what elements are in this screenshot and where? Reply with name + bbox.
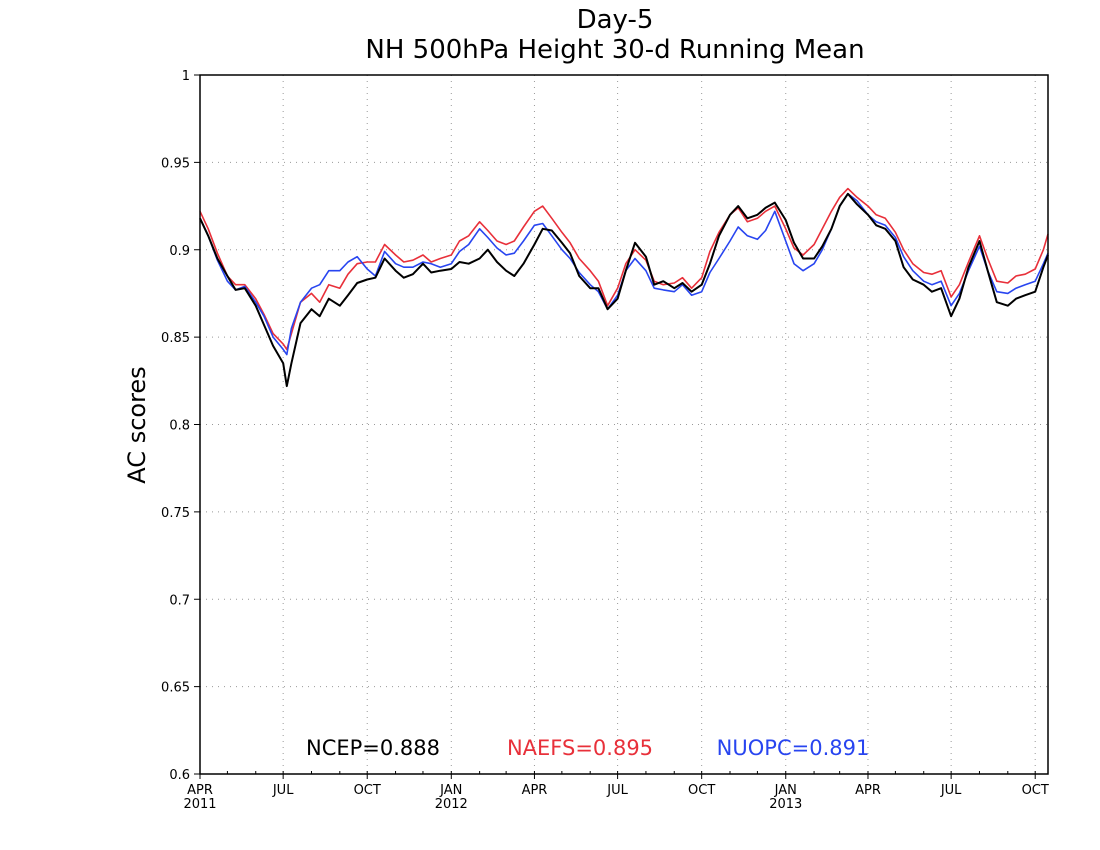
y-tick-label: 0.9	[169, 244, 190, 259]
x-tick-label: OCT	[1022, 783, 1049, 798]
x-tick-label: JUL	[606, 783, 628, 798]
y-tick-label: 0.8	[169, 419, 190, 434]
legend: NCEP=0.888 NAEFS=0.895 NUOPC=0.891	[306, 736, 869, 760]
x-tick-label: APR	[522, 783, 548, 798]
legend-entry-ncep: NCEP=0.888	[306, 736, 440, 760]
x-tick-label: JUL	[272, 783, 294, 798]
x-tick-label: OCT	[354, 783, 381, 798]
y-tick-label: 0.7	[169, 593, 190, 608]
series-lines	[199, 187, 1049, 388]
y-tick-label: 0.65	[161, 681, 190, 696]
y-tick-label: 0.75	[161, 506, 190, 521]
x-tick-year: 2011	[183, 797, 216, 812]
x-tick-year: 2013	[769, 797, 802, 812]
series-line-ncep	[199, 192, 1049, 388]
chart-title: Day-5	[577, 5, 654, 35]
x-tick-year: 2012	[435, 797, 468, 812]
legend-entry-nuopc: NUOPC=0.891	[717, 736, 870, 760]
x-tick-label: OCT	[688, 783, 715, 798]
chart-subtitle: NH 500hPa Height 30-d Running Mean	[365, 35, 864, 65]
y-tick-label: 0.6	[169, 768, 190, 783]
legend-entry-naefs: NAEFS=0.895	[507, 736, 653, 760]
x-tick-label: JAN	[439, 783, 462, 798]
y-tick-label: 0.85	[161, 331, 190, 346]
x-tick-label: JAN	[774, 783, 797, 798]
y-axis-label: AC scores	[123, 366, 151, 483]
series-line-naefs	[199, 187, 1049, 351]
y-tick-label: 1	[182, 69, 190, 84]
x-tick-label: APR	[855, 783, 881, 798]
grid	[200, 75, 1048, 774]
x-tick-label: APR	[187, 783, 213, 798]
x-tick-label: JUL	[940, 783, 962, 798]
y-tick-label: 0.95	[161, 156, 190, 171]
